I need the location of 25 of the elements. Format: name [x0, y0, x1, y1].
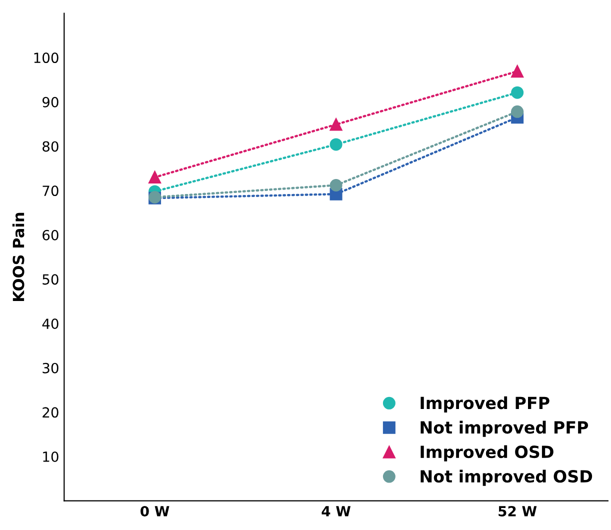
- y-tick-label: 80: [42, 141, 58, 152]
- legend-label: Not improved PFP: [420, 420, 588, 437]
- point: [330, 118, 342, 131]
- y-tick-label: 90: [42, 96, 58, 108]
- y-tick-label: 50: [42, 274, 58, 285]
- y-tick-label: 30: [42, 362, 58, 374]
- point: [148, 171, 162, 184]
- y-tick-label: 70: [42, 186, 58, 196]
- y-tick-label: 20: [42, 407, 58, 418]
- point: [511, 65, 524, 78]
- point: [330, 178, 342, 192]
- x-tick-label: 0 W: [140, 506, 170, 516]
- x-tick-label: 4 W: [322, 506, 351, 516]
- point: [511, 86, 524, 99]
- y-tick-label: 100: [34, 52, 58, 64]
- point: [330, 138, 342, 151]
- y-tick-label: 60: [42, 230, 58, 240]
- legend-label: Improved OSD: [420, 445, 554, 462]
- point: [511, 105, 524, 118]
- y-tick-label: 40: [42, 318, 58, 330]
- y-tick-label: 10: [43, 451, 58, 462]
- legend-label: Not improved OSD: [420, 470, 592, 486]
- y-axis-title: KOOS Pain: [12, 212, 24, 301]
- x-tick-label: 52 W: [498, 506, 537, 516]
- legend-label: Improved PFP: [420, 396, 550, 412]
